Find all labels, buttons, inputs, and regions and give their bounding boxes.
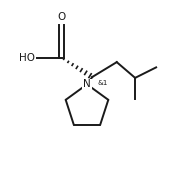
Text: N: N — [83, 79, 91, 89]
Text: &1: &1 — [98, 80, 108, 86]
Text: O: O — [58, 12, 66, 22]
Text: HO: HO — [20, 53, 35, 63]
